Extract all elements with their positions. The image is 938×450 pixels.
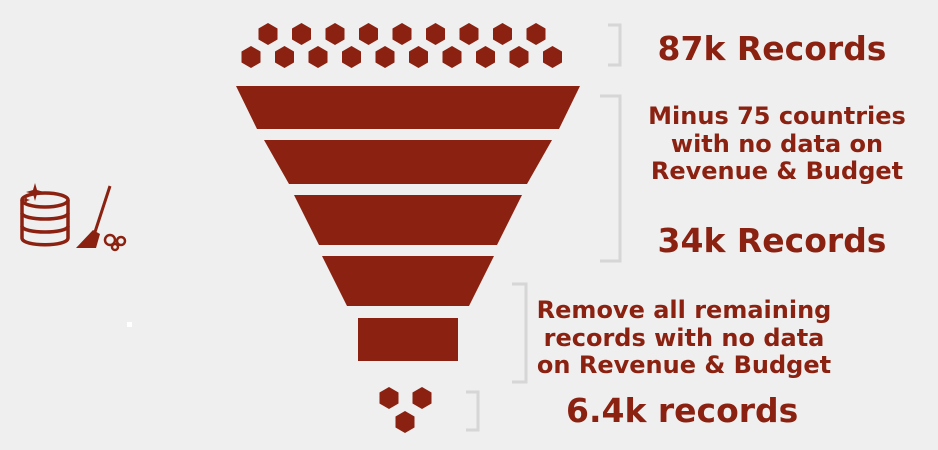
- funnel-stage-3: [294, 195, 522, 245]
- hexagon: [308, 46, 328, 68]
- sparkle-small-icon: [22, 196, 30, 204]
- hexagon: [543, 46, 562, 68]
- label-step1: Minus 75 countries with no data on Reven…: [646, 102, 908, 186]
- hexagon: [241, 46, 261, 68]
- hexagon: [459, 23, 479, 45]
- hexagon: [325, 23, 345, 45]
- hexagon: [412, 387, 432, 409]
- step1-line-2: with no data on: [670, 129, 884, 158]
- funnel-stage-4: [322, 256, 494, 306]
- hexagon: [359, 23, 378, 45]
- funnel-stage-5: [358, 318, 458, 361]
- step2-line-2: records with no data: [543, 323, 825, 352]
- hexagon: [379, 387, 399, 409]
- hexagon: [395, 411, 415, 433]
- funnel: [236, 86, 580, 361]
- label-records-mid: 34k Records: [657, 221, 887, 260]
- bracket-step2: [512, 282, 528, 384]
- brackets: [466, 23, 622, 432]
- hexagon: [275, 46, 294, 68]
- hexagon: [258, 23, 278, 45]
- label-records-end: 6.4k records: [566, 391, 799, 430]
- step2-line-1: Remove all remaining: [536, 296, 832, 324]
- hexagon: [493, 23, 512, 45]
- label-records-start: 87k Records: [657, 29, 887, 68]
- hexagon: [526, 23, 546, 45]
- hexagon: [426, 23, 445, 45]
- bracket-records-end: [466, 390, 480, 432]
- hexagon: [292, 23, 311, 45]
- hexagon: [476, 46, 495, 68]
- hexagon: [509, 46, 529, 68]
- hexagon: [375, 46, 395, 68]
- bracket-step1: [600, 94, 622, 263]
- step2-line-3: on Revenue & Budget: [536, 351, 832, 380]
- step1-line-3: Revenue & Budget: [650, 157, 904, 186]
- bracket-records-start: [608, 23, 622, 67]
- hexagon: [342, 46, 361, 68]
- hexagon: [392, 23, 412, 45]
- funnel-stage-2: [264, 140, 552, 184]
- broom-icon: [76, 185, 127, 252]
- input-hexagon-group: [241, 23, 562, 68]
- funnel-stage-1: [236, 86, 580, 129]
- database-cleanup-icon: [20, 183, 127, 252]
- hexagon: [442, 46, 462, 68]
- hexagon: [409, 46, 428, 68]
- output-hexagon-group: [379, 387, 432, 433]
- decorative-dot: [127, 322, 132, 327]
- step1-line-1: Minus 75 countries: [648, 102, 906, 130]
- label-step2: Remove all remaining records with no dat…: [534, 296, 834, 380]
